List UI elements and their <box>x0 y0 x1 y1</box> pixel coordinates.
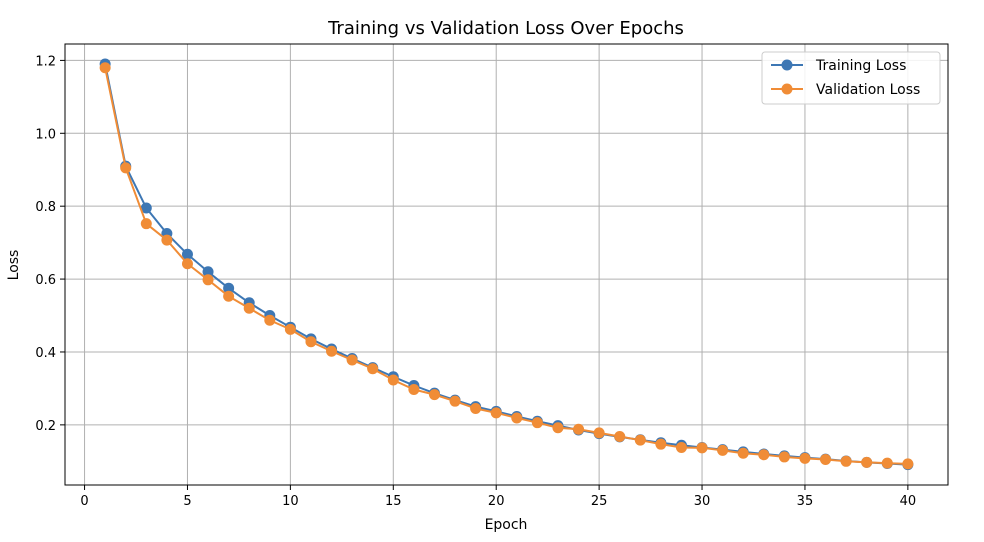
validation-loss-point <box>511 412 523 424</box>
validation-loss-point <box>120 162 132 174</box>
validation-loss-point <box>243 302 255 314</box>
validation-loss-point <box>264 314 276 326</box>
validation-loss-point <box>284 323 296 335</box>
y-tick-label: 0.8 <box>35 200 56 215</box>
legend-training-marker <box>781 59 793 71</box>
validation-loss-point <box>181 258 193 270</box>
legend: Training Loss Validation Loss <box>761 51 941 105</box>
validation-loss-point <box>161 234 173 246</box>
validation-loss-point <box>367 363 379 375</box>
validation-loss-point <box>573 423 585 435</box>
x-tick-label: 0 <box>80 494 88 509</box>
chart-title: Training vs Validation Loss Over Epochs <box>327 18 684 39</box>
validation-loss-point <box>326 345 338 357</box>
validation-loss-point <box>202 274 214 286</box>
validation-loss-point <box>449 395 461 407</box>
validation-loss-point <box>593 427 605 439</box>
validation-loss-point <box>634 434 646 446</box>
x-tick-label: 15 <box>385 494 402 509</box>
validation-loss-point <box>737 447 749 459</box>
y-tick-label: 0.6 <box>35 273 56 288</box>
x-axis-label: Epoch <box>485 517 528 533</box>
y-axis-label: Loss <box>6 250 22 281</box>
x-tick-label: 40 <box>900 494 917 509</box>
validation-loss-point <box>387 374 399 386</box>
validation-loss-point <box>99 62 111 74</box>
validation-loss-point <box>696 442 708 454</box>
legend-training-label: Training Loss <box>815 58 906 74</box>
x-tick-label: 30 <box>694 494 711 509</box>
validation-loss-point <box>717 444 729 456</box>
validation-loss-point <box>408 384 420 396</box>
validation-loss-point <box>799 452 811 464</box>
validation-loss-series <box>99 62 914 470</box>
validation-loss-point <box>490 407 502 419</box>
y-tick-label: 0.4 <box>35 346 56 361</box>
x-tick-label: 25 <box>591 494 608 509</box>
validation-loss-point <box>223 290 235 302</box>
validation-loss-point <box>552 422 564 434</box>
validation-loss-point <box>140 218 152 230</box>
y-tick-label: 1.0 <box>35 127 56 142</box>
validation-loss-point <box>614 431 626 443</box>
x-axis-ticks: 0 5 10 15 20 25 30 35 40 <box>80 485 916 509</box>
validation-loss-point <box>470 402 482 414</box>
validation-loss-point <box>346 354 358 366</box>
y-tick-label: 0.2 <box>35 419 56 434</box>
validation-loss-point <box>778 451 790 463</box>
training-loss-point <box>223 282 235 294</box>
validation-loss-point <box>902 458 914 470</box>
validation-loss-point <box>428 389 440 401</box>
training-loss-point <box>202 266 214 278</box>
validation-loss-point <box>758 449 770 461</box>
validation-loss-point <box>881 457 893 469</box>
validation-loss-point <box>861 456 873 468</box>
x-tick-label: 5 <box>183 494 191 509</box>
legend-validation-marker <box>781 83 793 95</box>
validation-loss-point <box>655 438 667 450</box>
validation-loss-point <box>531 417 543 429</box>
validation-loss-line <box>104 67 908 465</box>
plot-area-frame <box>64 43 949 486</box>
validation-loss-point <box>675 441 687 453</box>
legend-validation-label: Validation Loss <box>816 82 920 98</box>
validation-loss-point <box>820 453 832 465</box>
x-tick-label: 35 <box>797 494 814 509</box>
legend-box <box>761 51 941 105</box>
y-tick-label: 1.2 <box>35 54 56 69</box>
x-tick-label: 20 <box>488 494 505 509</box>
y-axis-ticks: 0.2 0.4 0.6 0.8 1.0 1.2 <box>35 54 65 434</box>
training-loss-point <box>140 202 152 214</box>
x-tick-label: 10 <box>282 494 299 509</box>
validation-loss-point <box>305 336 317 348</box>
training-loss-point <box>181 248 193 260</box>
grid <box>65 44 948 485</box>
validation-loss-point <box>840 455 852 467</box>
series-layer <box>99 58 914 471</box>
